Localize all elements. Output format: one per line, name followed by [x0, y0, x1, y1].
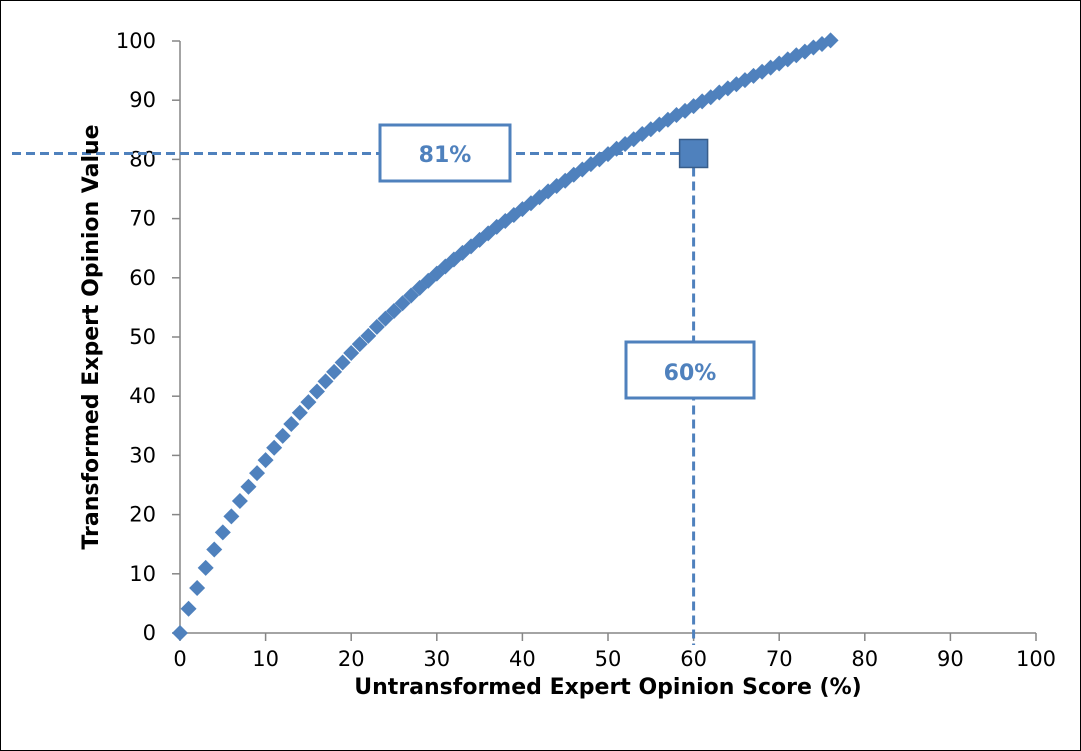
y-tick-label: 70: [129, 207, 156, 231]
data-point: [180, 600, 197, 617]
y-tick-label: 90: [129, 88, 156, 112]
data-point: [189, 580, 206, 597]
y-value-callout-label: 81%: [419, 143, 472, 168]
data-point: [214, 524, 231, 541]
data-point: [283, 416, 300, 433]
data-point: [172, 625, 188, 641]
data-point: [326, 363, 343, 380]
y-value-callout-box: [378, 123, 512, 183]
x-tick-label: 50: [595, 647, 622, 671]
y-tick-label: 20: [129, 503, 156, 527]
x-tick-label: 80: [851, 647, 878, 671]
data-point: [377, 310, 394, 327]
data-point: [403, 287, 420, 304]
x-tick-label: 10: [252, 647, 279, 671]
x-tick-label: 60: [680, 647, 707, 671]
x-tick-label: 90: [937, 647, 964, 671]
highlight-guides: [12, 151, 696, 645]
data-point: [223, 508, 240, 525]
data-point: [317, 373, 334, 390]
data-point: [386, 302, 402, 319]
y-tick-label: 60: [129, 266, 156, 290]
x-tick-label: 100: [1016, 647, 1056, 671]
x-tick-label: 20: [338, 647, 365, 671]
data-point: [197, 559, 214, 576]
highlight-point: [678, 138, 709, 169]
x-value-callout-box: [624, 340, 756, 400]
data-point: [497, 212, 514, 229]
data-markers: [172, 32, 839, 641]
data-point: [368, 318, 385, 335]
x-tick-label: 70: [766, 647, 793, 671]
y-tick-label: 100: [116, 29, 156, 53]
y-tick-label: 80: [129, 147, 156, 171]
x-tick-label: 30: [423, 647, 450, 671]
data-point: [334, 354, 351, 371]
data-point: [822, 32, 839, 49]
data-point: [360, 327, 377, 344]
y-tick-label: 50: [129, 325, 156, 349]
data-point: [274, 427, 291, 444]
highlight-callouts: 81% 60%: [378, 123, 756, 400]
data-point: [300, 394, 317, 411]
y-tick-label: 30: [129, 443, 156, 467]
x-tick-label: 40: [509, 647, 536, 671]
data-point: [291, 404, 308, 421]
x-tick-label: 0: [173, 647, 186, 671]
data-point: [257, 452, 274, 469]
x-axis-title: Untransformed Expert Opinion Score (%): [354, 675, 861, 700]
y-axis-title: Transformed Expert Opinion Value: [79, 124, 104, 549]
data-point: [308, 383, 325, 400]
data-point: [249, 465, 266, 482]
y-tick-label: 40: [129, 384, 156, 408]
data-point: [754, 63, 771, 80]
data-point: [240, 478, 257, 495]
x-value-callout-label: 60%: [664, 361, 717, 386]
data-point: [266, 439, 283, 456]
data-point: [206, 541, 223, 558]
chart-axes: 0 10 20 30 40 50 60 70 80 90 100 0 10 20 30 40 50 60 70 80 9…: [116, 29, 1056, 671]
data-point: [343, 344, 360, 361]
y-tick-label: 10: [129, 562, 156, 586]
data-point: [231, 492, 248, 509]
data-point: [394, 295, 411, 312]
y-tick-label: 0: [143, 621, 156, 645]
data-point: [351, 336, 368, 353]
